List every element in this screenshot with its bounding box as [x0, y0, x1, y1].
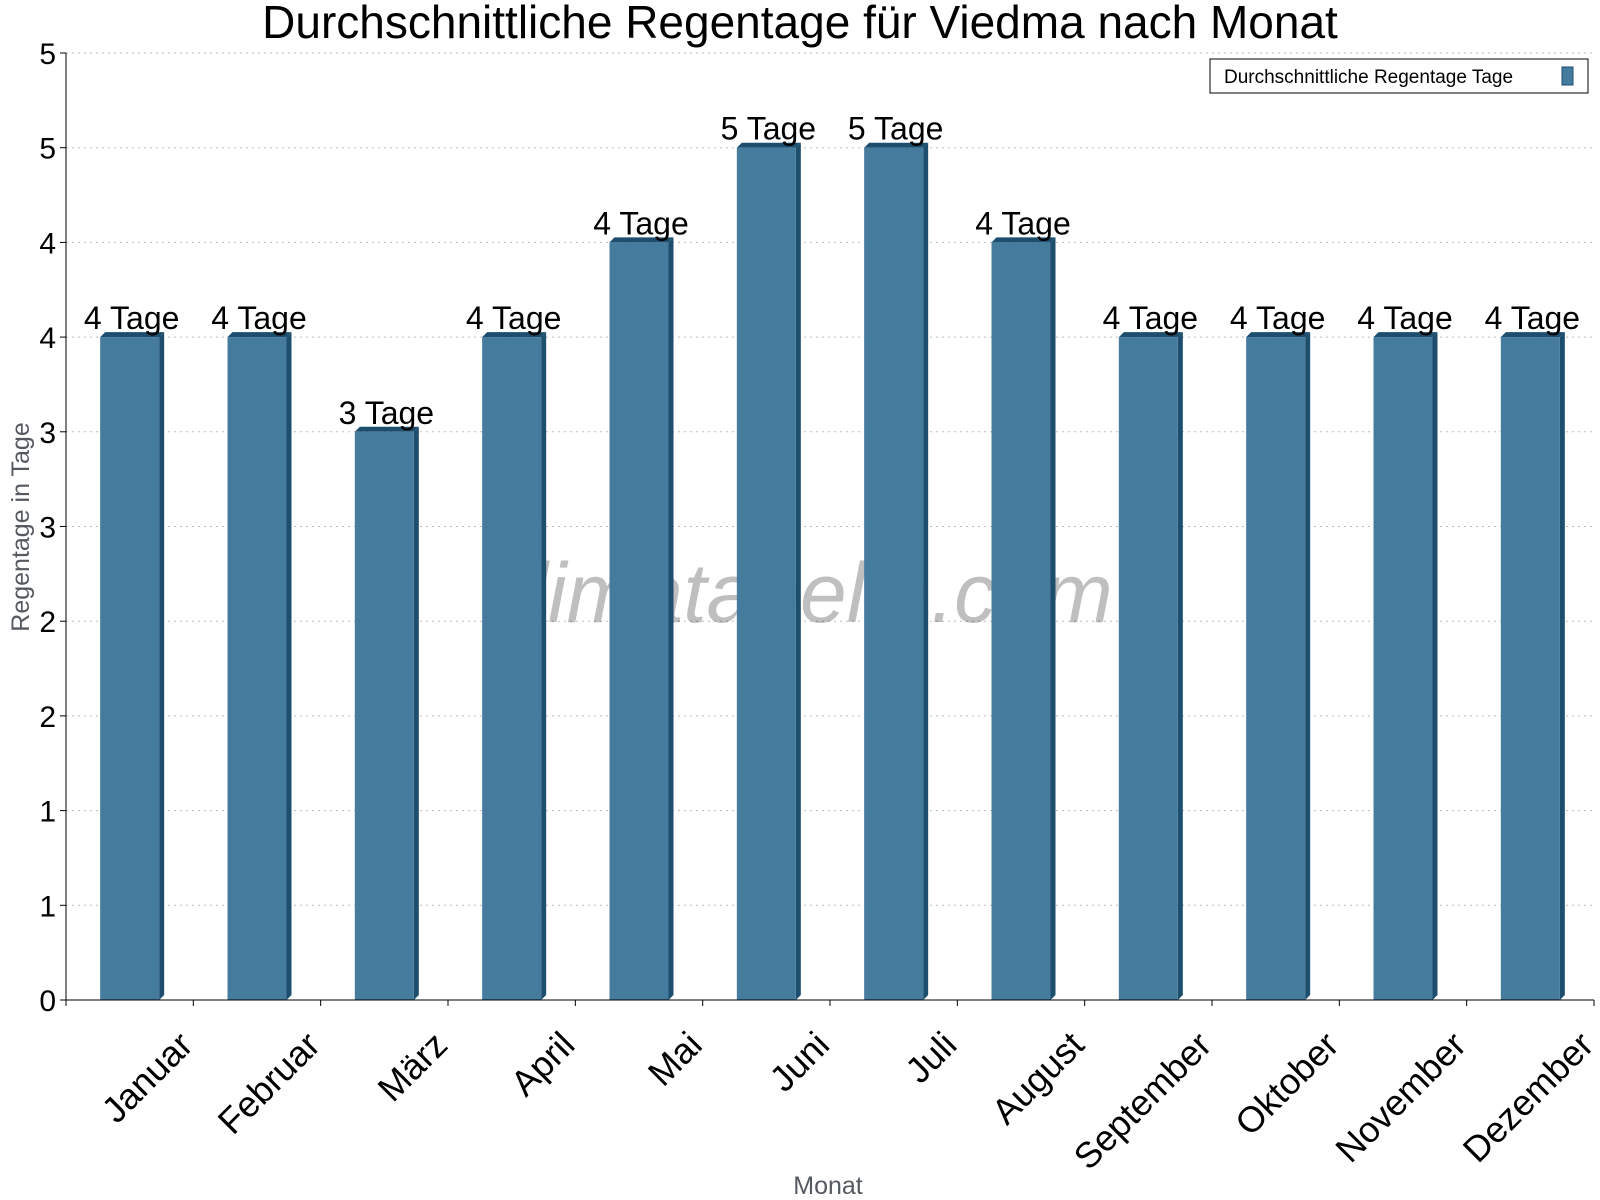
bar-front [991, 242, 1051, 1000]
data-label: 4 Tage [84, 300, 180, 336]
legend: Durchschnittliche Regentage Tage [1209, 58, 1589, 94]
y-tick-label: 5 [39, 133, 56, 166]
bar-dezember [1500, 332, 1565, 1001]
bar-front [1373, 337, 1433, 1001]
bar-side [668, 237, 674, 1000]
y-tick-label: 4 [39, 322, 56, 355]
bar-top [1373, 332, 1438, 338]
bar-april [482, 332, 547, 1001]
bar-januar [100, 332, 165, 1001]
bar-side [795, 142, 801, 1000]
bar-top [991, 237, 1056, 243]
x-axis-label: Monat [793, 1172, 863, 1200]
bar-top [100, 332, 165, 338]
bar-front [227, 337, 287, 1001]
bar-top [1500, 332, 1565, 338]
legend-swatch [1561, 66, 1574, 86]
bar-oktober [1246, 332, 1311, 1001]
data-labels: 4 Tage 4 Tage 3 Tage 4 Tage 4 Tage 5 Tage 5 Ta… [84, 111, 1580, 431]
x-tick-label: Mai [640, 1024, 710, 1094]
x-tick-label: März [370, 1024, 456, 1110]
bar-märz [354, 426, 419, 1000]
legend-label: Durchschnittliche Regentage Tage [1224, 67, 1513, 88]
bar-front [1118, 337, 1178, 1001]
data-label: 4 Tage [466, 300, 562, 336]
x-tick-label: Juni [761, 1024, 837, 1100]
bar-front [354, 431, 414, 1000]
data-label: 4 Tage [593, 205, 689, 241]
y-axis-ticks: 0 1 1 2 2 3 3 4 4 5 5 [39, 38, 66, 1018]
bar-top [354, 426, 419, 432]
bar-front [100, 337, 160, 1001]
y-tick-label: 0 [39, 985, 56, 1018]
bar-side [286, 332, 292, 1001]
bar-august [991, 237, 1056, 1000]
data-label: 4 Tage [975, 205, 1071, 241]
y-tick-label: 2 [39, 606, 56, 639]
bar-top [864, 142, 929, 148]
x-tick-label: April [502, 1024, 582, 1104]
y-tick-label: 3 [39, 512, 56, 545]
x-tick-label: Januar [94, 1024, 201, 1131]
data-label: 4 Tage [1103, 300, 1199, 336]
data-label: 4 Tage [211, 300, 307, 336]
y-axis-label: Regentage in Tage [7, 422, 35, 631]
bar-side [1559, 332, 1565, 1001]
bar-side [1432, 332, 1438, 1001]
x-tick-label: Juli [897, 1024, 964, 1091]
data-label: 4 Tage [1230, 300, 1326, 336]
bar-mai [609, 237, 674, 1000]
bar-top [227, 332, 292, 338]
x-tick-label: Februar [210, 1024, 328, 1142]
bar-side [159, 332, 165, 1001]
bars [100, 142, 1565, 1001]
bar-front [1500, 337, 1560, 1001]
y-tick-label: 3 [39, 417, 56, 450]
bar-top [609, 237, 674, 243]
x-axis-ticks: Januar Februar März April Mai Juni Juli AugustS… [65, 1000, 1600, 1178]
bar-februar [227, 332, 292, 1001]
bar-front [482, 337, 542, 1001]
bar-top [482, 332, 547, 338]
x-tick-label: November [1327, 1024, 1473, 1170]
bar-juli [864, 142, 929, 1000]
data-label: 4 Tage [1485, 300, 1581, 336]
bar-side [1177, 332, 1183, 1001]
bar-top [1118, 332, 1183, 338]
y-tick-label: 5 [39, 38, 56, 71]
y-tick-label: 2 [39, 701, 56, 734]
bar-side [413, 426, 419, 1000]
y-tick-label: 1 [39, 796, 56, 829]
bar-top [1246, 332, 1311, 338]
grid-lines [66, 52, 1594, 906]
data-label: 5 Tage [848, 111, 944, 147]
bar-front [864, 147, 924, 1000]
bar-front [736, 147, 796, 1000]
bar-november [1373, 332, 1438, 1001]
data-label: 5 Tage [721, 111, 817, 147]
chart-title: Durchschnittliche Regentage für Viedma n… [262, 0, 1338, 48]
x-tick-label: August [984, 1024, 1092, 1132]
y-tick-label: 4 [39, 227, 56, 260]
x-tick-label: Dezember [1455, 1024, 1600, 1170]
bar-juni [736, 142, 801, 1000]
bar-front [609, 242, 669, 1000]
legend-box [1209, 58, 1589, 94]
x-tick-label: September [1066, 1024, 1220, 1178]
bar-front [1246, 337, 1306, 1001]
data-label: 3 Tage [339, 395, 435, 431]
bar-side [923, 142, 929, 1000]
bar-side [541, 332, 547, 1001]
bar-side [1050, 237, 1056, 1000]
bar-top [736, 142, 801, 148]
data-label: 4 Tage [1357, 300, 1453, 336]
y-tick-label: 1 [39, 890, 56, 923]
bar-september [1118, 332, 1183, 1001]
bar-side [1305, 332, 1311, 1001]
x-tick-label: Oktober [1227, 1024, 1347, 1144]
